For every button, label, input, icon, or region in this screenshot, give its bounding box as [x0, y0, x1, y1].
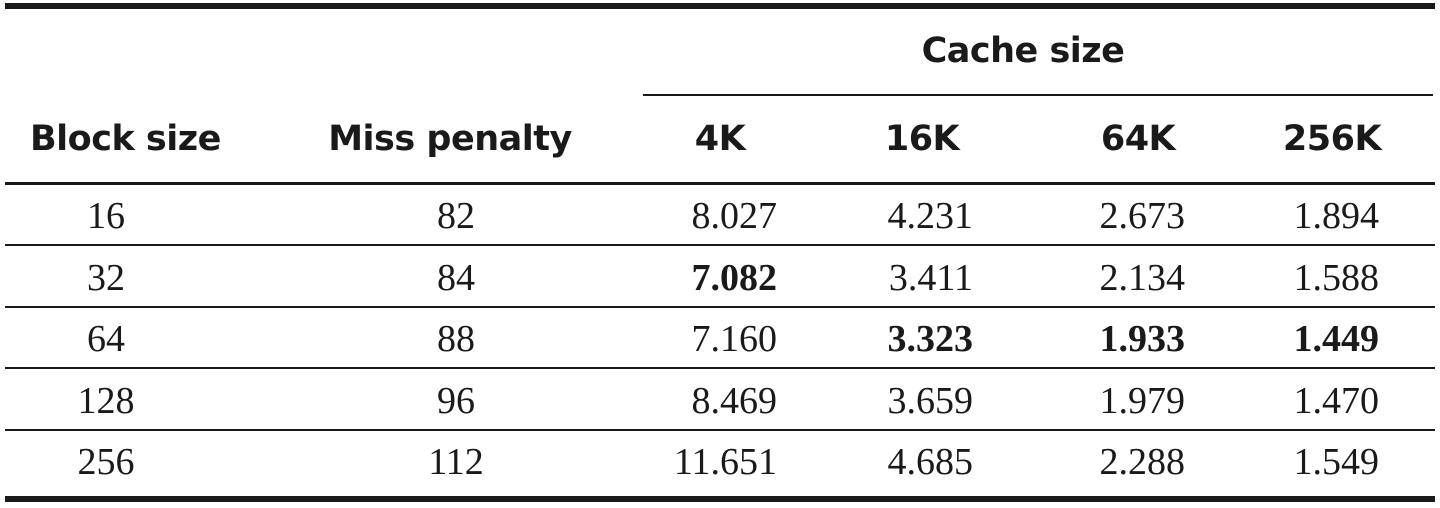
group-header-rule — [643, 94, 1433, 96]
cell-16k: 4.685 — [887, 441, 974, 483]
cell-64k: 1.979 — [1099, 380, 1186, 422]
cell-4k: 7.082 — [691, 257, 778, 299]
cell-miss-penalty: 96 — [437, 380, 475, 422]
column-header-4k: 4K — [694, 119, 746, 159]
cell-64k: 1.933 — [1099, 318, 1186, 360]
cell-16k: 3.659 — [887, 380, 974, 422]
cell-256k: 1.449 — [1293, 318, 1380, 360]
cell-256k: 1.549 — [1293, 441, 1380, 483]
cell-block-size: 16 — [87, 195, 125, 237]
cell-16k: 3.411 — [888, 257, 973, 299]
cell-64k: 2.673 — [1099, 195, 1186, 237]
row-divider — [5, 244, 1435, 246]
header-bottom-rule — [5, 182, 1435, 185]
cell-4k: 8.027 — [691, 195, 778, 237]
cell-256k: 1.894 — [1293, 195, 1380, 237]
group-header-cache-size: Cache size — [921, 31, 1125, 71]
cell-256k: 1.470 — [1293, 380, 1380, 422]
column-header-256k: 256K — [1282, 119, 1382, 159]
column-header-miss-penalty: Miss penalty — [328, 119, 572, 159]
cell-miss-penalty: 84 — [437, 257, 475, 299]
cell-block-size: 256 — [77, 441, 135, 483]
cell-16k: 3.323 — [887, 318, 974, 360]
row-divider — [5, 429, 1435, 431]
column-header-block-size: Block size — [30, 119, 221, 159]
cell-miss-penalty: 82 — [437, 195, 475, 237]
cell-block-size: 64 — [87, 318, 125, 360]
bottom-rule — [5, 496, 1435, 502]
cell-4k: 11.651 — [673, 441, 777, 483]
cell-256k: 1.588 — [1293, 257, 1380, 299]
top-rule — [5, 3, 1435, 9]
column-header-16k: 16K — [884, 119, 960, 159]
cell-miss-penalty: 112 — [428, 441, 484, 483]
cell-4k: 8.469 — [691, 380, 778, 422]
cell-block-size: 32 — [87, 257, 125, 299]
cell-64k: 2.288 — [1099, 441, 1186, 483]
cell-block-size: 128 — [77, 380, 135, 422]
cell-64k: 2.134 — [1099, 257, 1186, 299]
cell-16k: 4.231 — [887, 195, 974, 237]
row-divider — [5, 306, 1435, 308]
cell-miss-penalty: 88 — [437, 318, 475, 360]
row-divider — [5, 367, 1435, 369]
column-header-64k: 64K — [1100, 119, 1176, 159]
cell-4k: 7.160 — [691, 318, 778, 360]
